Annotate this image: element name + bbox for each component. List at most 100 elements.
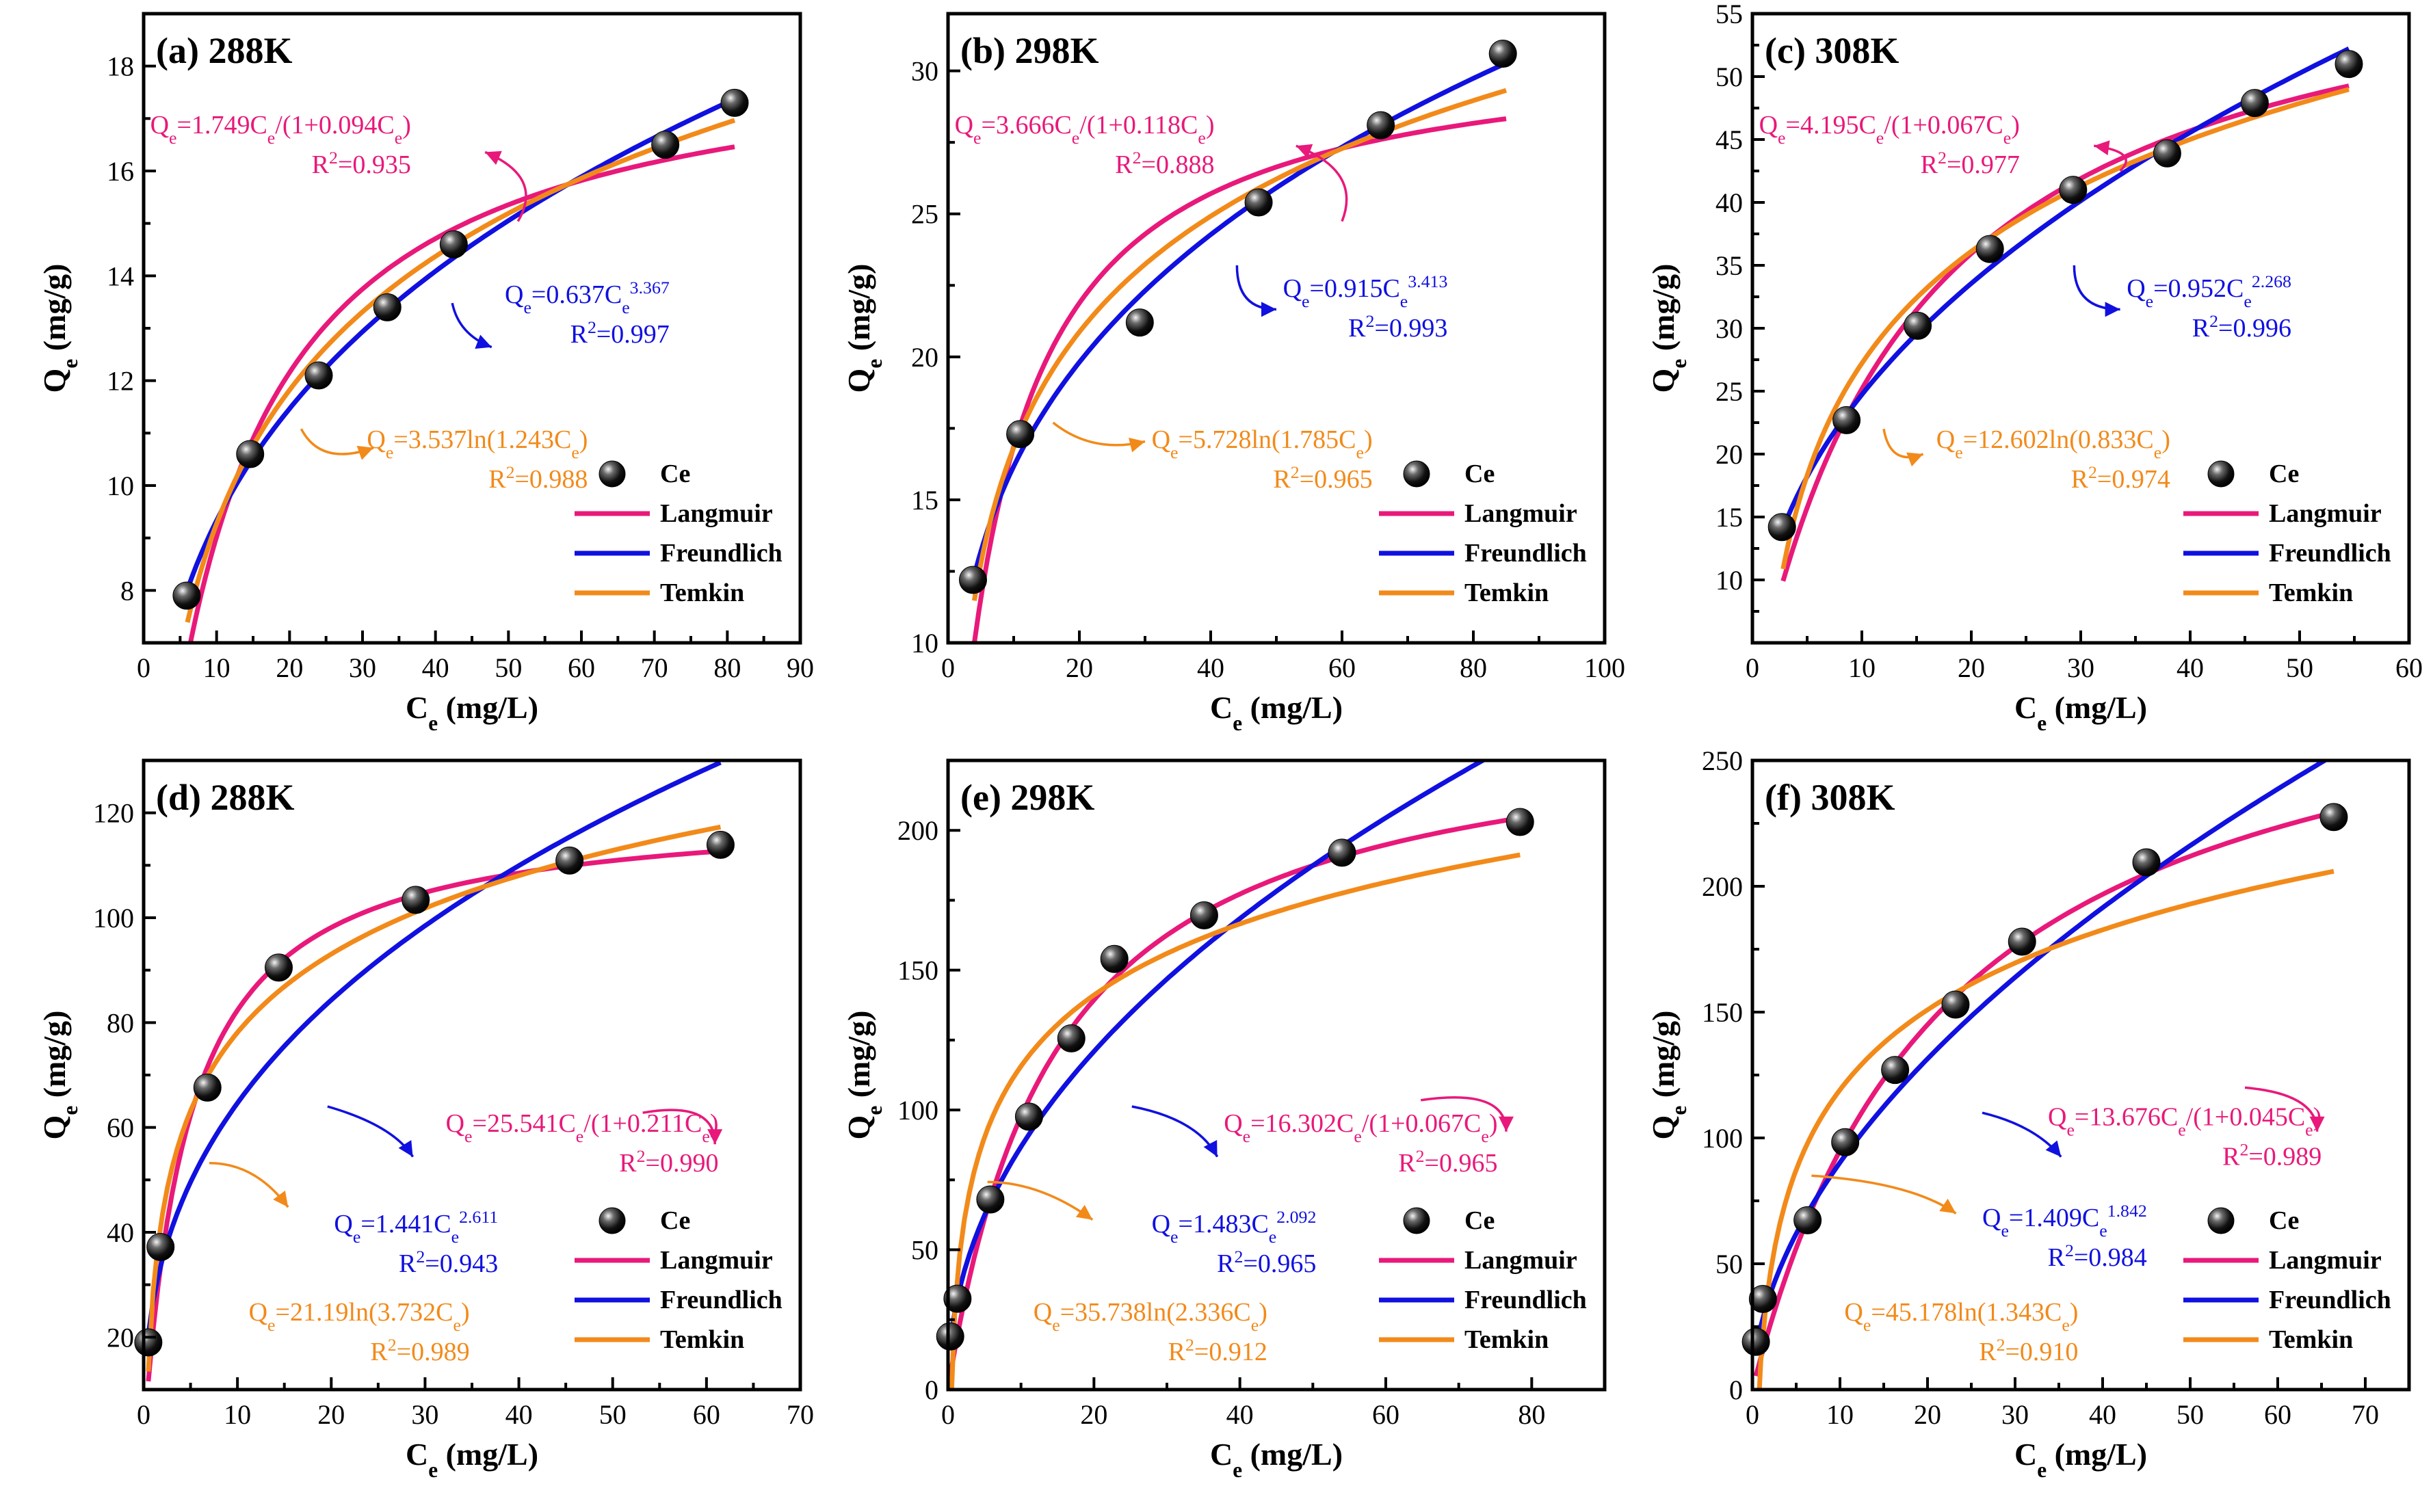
y-tick-label: 50 bbox=[1715, 62, 1743, 92]
y-tick-label: 25 bbox=[1715, 376, 1743, 407]
freundlich-equation: Qe=0.637Ce3.367 bbox=[505, 278, 670, 317]
plot-frame bbox=[946, 758, 1607, 1392]
y-axis-label: Qe (mg/g) bbox=[841, 1011, 886, 1140]
freundlich-annotation-arrow bbox=[327, 1105, 415, 1158]
x-tick-label: 80 bbox=[713, 652, 741, 683]
freundlich-r-squared: R2=0.965 bbox=[1217, 1247, 1316, 1279]
temkin-r-squared: R2=0.989 bbox=[370, 1334, 469, 1366]
x-tick-label: 40 bbox=[505, 1399, 533, 1430]
data-point bbox=[1244, 188, 1273, 217]
arrow-head bbox=[2105, 302, 2120, 317]
x-tick-label: 20 bbox=[1914, 1399, 1941, 1430]
y-tick-label: 50 bbox=[1715, 1249, 1743, 1279]
data-point bbox=[2335, 50, 2363, 79]
x-tick-label: 60 bbox=[1328, 652, 1356, 683]
freundlich-equation: Qe=1.409Ce1.842 bbox=[1982, 1200, 2147, 1240]
x-axis-label: Ce (mg/L) bbox=[1210, 690, 1343, 735]
data-point bbox=[2059, 176, 2088, 204]
x-tick-label: 90 bbox=[787, 652, 814, 683]
langmuir-equation: Qe=1.749Ce/(1+0.094Ce) bbox=[150, 111, 411, 148]
x-tick-label: 70 bbox=[641, 652, 668, 683]
x-tick-label: 50 bbox=[495, 652, 522, 683]
y-tick-label: 100 bbox=[93, 903, 134, 933]
langmuir-r-squared: R2=0.935 bbox=[312, 147, 411, 178]
temkin-fit-curve bbox=[1757, 868, 2335, 1390]
temkin-equation: Qe=45.178ln(1.343Ce) bbox=[1844, 1298, 2078, 1335]
y-tick-label: 10 bbox=[1715, 565, 1743, 596]
arrow-head bbox=[2094, 140, 2110, 156]
freundlich-equation: Qe=1.441Ce2.611 bbox=[334, 1207, 498, 1247]
legend-label-temkin: Temkin bbox=[660, 579, 744, 607]
data-point bbox=[1941, 990, 1970, 1019]
y-tick-label: 20 bbox=[1715, 439, 1743, 470]
temkin-equation: Qe=12.602ln(0.833Ce) bbox=[1936, 425, 2170, 462]
y-tick-label: 10 bbox=[107, 470, 134, 501]
legend-marker-ce bbox=[1403, 1207, 1430, 1234]
legend-label-langmuir: Langmuir bbox=[2269, 499, 2382, 528]
data-point bbox=[1057, 1024, 1086, 1052]
x-tick-label: 40 bbox=[1226, 1399, 1254, 1430]
temkin-r-squared: R2=0.965 bbox=[1273, 462, 1372, 494]
legend-label-freundlich: Freundlich bbox=[660, 539, 782, 568]
arrow-head bbox=[398, 1140, 413, 1157]
chart-panel-d: 0 10 20 30 40 50 60 70 20 40 60 80 100 120 Ce (mg/L) Qe… bbox=[37, 758, 814, 1482]
langmuir-r-squared: R2=0.965 bbox=[1398, 1145, 1497, 1178]
langmuir-fit-curve bbox=[948, 815, 1521, 1377]
legend-label-langmuir: Langmuir bbox=[660, 1246, 773, 1275]
x-tick-label: 40 bbox=[422, 652, 449, 683]
data-point bbox=[958, 566, 987, 594]
panel-title: (d) 288K bbox=[156, 777, 295, 818]
temkin-r-squared: R2=0.974 bbox=[2071, 462, 2170, 494]
arrow-head bbox=[475, 334, 492, 349]
data-point bbox=[1488, 40, 1517, 68]
y-tick-label: 15 bbox=[1715, 502, 1743, 533]
x-tick-label: 0 bbox=[137, 652, 150, 683]
temkin-equation: Qe=3.537ln(1.243Ce) bbox=[367, 425, 588, 462]
x-tick-label: 40 bbox=[2176, 652, 2204, 683]
y-tick-label: 20 bbox=[911, 342, 938, 373]
legend-label-ce: Ce bbox=[660, 1206, 690, 1235]
y-tick-label: 16 bbox=[107, 156, 134, 187]
legend-label-temkin: Temkin bbox=[1464, 579, 1549, 607]
freundlich-r-squared: R2=0.996 bbox=[2192, 311, 2291, 343]
x-tick-label: 30 bbox=[2067, 652, 2094, 683]
legend-label-langmuir: Langmuir bbox=[1464, 499, 1577, 528]
data-point bbox=[1505, 808, 1534, 836]
y-tick-label: 8 bbox=[120, 575, 134, 606]
legend-label-freundlich: Freundlich bbox=[2269, 1286, 2391, 1314]
data-point bbox=[2240, 89, 2269, 118]
x-tick-label: 70 bbox=[787, 1399, 814, 1430]
data-point bbox=[1832, 406, 1861, 434]
y-tick-label: 30 bbox=[911, 56, 938, 87]
arrow-head bbox=[356, 445, 373, 460]
y-axis-label: Qe (mg/g) bbox=[1646, 1011, 1691, 1140]
x-tick-label: 50 bbox=[2176, 1399, 2204, 1430]
y-tick-label: 30 bbox=[1715, 313, 1743, 344]
langmuir-fit-curve bbox=[1753, 810, 2335, 1377]
freundlich-annotation-arrow bbox=[1131, 1105, 1219, 1158]
x-tick-label: 0 bbox=[941, 1399, 955, 1430]
data-point bbox=[1328, 838, 1356, 867]
legend-marker-ce bbox=[2207, 460, 2235, 488]
x-tick-label: 100 bbox=[1584, 652, 1625, 683]
temkin-equation: Qe=5.728ln(1.785Ce) bbox=[1152, 425, 1373, 462]
freundlich-annotation-arrow bbox=[2073, 265, 2120, 311]
data-point bbox=[651, 131, 680, 159]
x-tick-label: 40 bbox=[2089, 1399, 2116, 1430]
langmuir-equation: Qe=16.302Ce/(1+0.067Ce) bbox=[1224, 1109, 1497, 1146]
langmuir-equation: Qe=3.666Ce/(1+0.118Ce) bbox=[955, 111, 1215, 148]
langmuir-equation: Qe=4.195Ce/(1+0.067Ce) bbox=[1759, 111, 2020, 148]
x-tick-label: 20 bbox=[1080, 1399, 1107, 1430]
langmuir-fit-curve bbox=[971, 116, 1507, 643]
arrow-head bbox=[1499, 1116, 1514, 1132]
x-tick-label: 0 bbox=[1746, 1399, 1759, 1430]
temkin-r-squared: R2=0.988 bbox=[488, 462, 588, 494]
y-axis-label: Qe (mg/g) bbox=[1646, 264, 1691, 393]
freundlich-r-squared: R2=0.997 bbox=[570, 317, 670, 349]
y-tick-label: 12 bbox=[107, 366, 134, 397]
legend-marker-ce bbox=[1403, 460, 1430, 488]
data-point bbox=[1904, 311, 1932, 340]
freundlich-equation: Qe=1.483Ce2.092 bbox=[1152, 1207, 1317, 1247]
arrow-head bbox=[1296, 144, 1313, 159]
